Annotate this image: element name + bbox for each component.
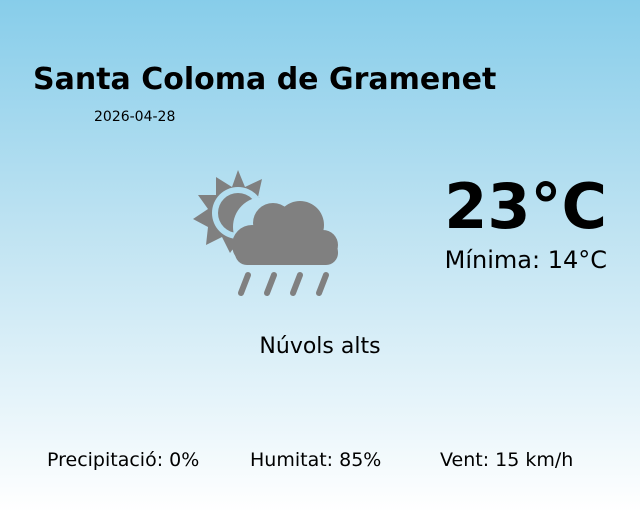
current-temperature: 23°C	[444, 170, 607, 243]
cloud-icon	[232, 197, 338, 265]
city-title: Santa Coloma de Gramenet	[33, 62, 497, 97]
forecast-date: 2026-04-28	[94, 109, 176, 125]
sun-cloud-rain-icon	[193, 170, 338, 296]
minimum-temperature: Mínima: 14°C	[444, 246, 607, 274]
precipitation-stat: Precipitació: 0%	[47, 449, 200, 471]
humidity-stat: Humitat: 85%	[250, 449, 382, 471]
rain-icon	[238, 272, 329, 296]
weather-condition: Núvols alts	[259, 334, 381, 359]
wind-stat: Vent: 15 km/h	[440, 449, 574, 471]
